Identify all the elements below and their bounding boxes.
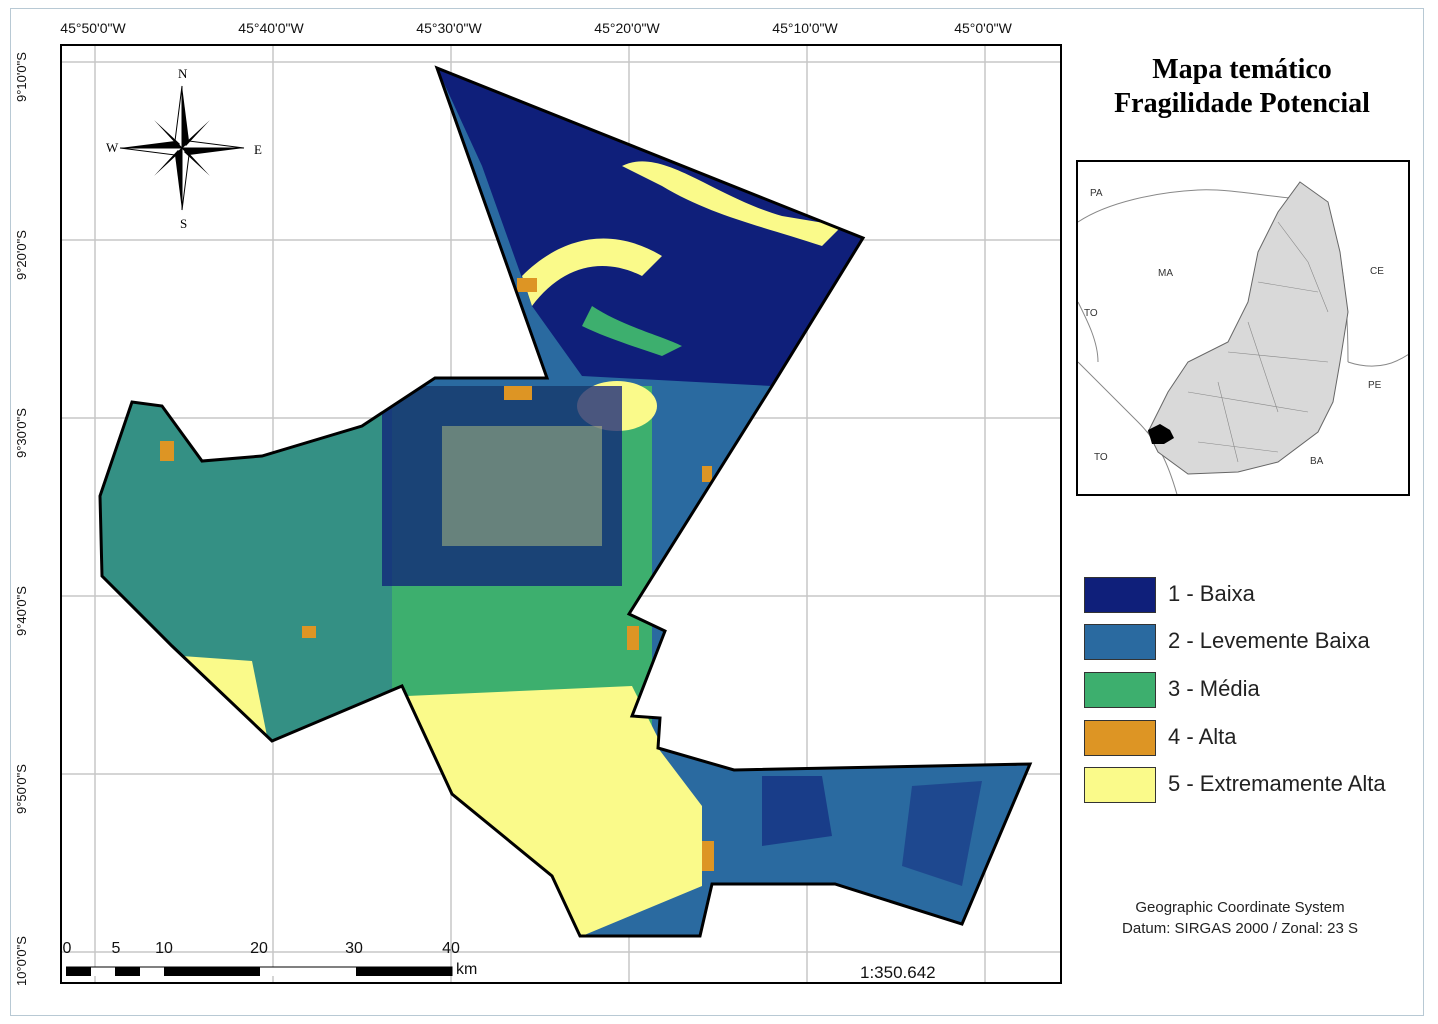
scale-number: 10 — [155, 940, 173, 957]
lat-label: 9°10'0"S — [14, 52, 29, 102]
legend-swatch — [1084, 720, 1156, 756]
legend-label: 5 - Extremamente Alta — [1168, 771, 1386, 796]
lat-label: 9°50'0"S — [14, 764, 29, 814]
lon-label: 45°50'0"W — [60, 20, 126, 36]
legend-swatch — [1084, 767, 1156, 803]
map-title-line2: Fragilidade Potencial — [1114, 88, 1370, 119]
scale-number: 0 — [62, 940, 72, 957]
scale-number: 5 — [111, 940, 121, 957]
inset-locator-map[interactable]: PA MA CE TO PE TO BA — [1076, 160, 1410, 496]
lat-label: 9°30'0"S — [14, 408, 29, 458]
scale-bar — [66, 966, 453, 976]
inset-label-ce: CE — [1370, 266, 1384, 277]
lat-label: 9°40'0"S — [14, 586, 29, 636]
inset-label-pa: PA — [1090, 188, 1103, 199]
scale-unit: km — [456, 961, 478, 978]
compass-s-label: S — [180, 216, 188, 231]
lat-label: 9°20'0"S — [14, 230, 29, 280]
scale-number: 30 — [345, 940, 363, 957]
legend-swatch — [1084, 672, 1156, 708]
legend-label: 3 - Média — [1168, 676, 1260, 701]
inset-label-ba: BA — [1310, 456, 1324, 467]
map-canvas[interactable]: N S E W — [60, 44, 1062, 984]
legend-swatch — [1084, 577, 1156, 613]
legend-swatch — [1084, 624, 1156, 660]
compass-n-label: N — [178, 66, 188, 81]
map-title-line1: Mapa temático — [1152, 54, 1332, 85]
lon-label: 45°20'0"W — [594, 20, 660, 36]
compass-e-label: E — [254, 142, 262, 157]
inset-label-ma: MA — [1158, 268, 1173, 279]
compass-rose-icon — [119, 85, 245, 211]
compass-w-label: W — [106, 140, 119, 155]
inset-label-to: TO — [1084, 308, 1098, 319]
scale-ratio: 1:350.642 — [860, 963, 936, 982]
lon-label: 45°30'0"W — [416, 20, 482, 36]
scale-number: 20 — [250, 940, 268, 957]
lon-label: 45°0'0"W — [954, 20, 1012, 36]
crs-line1: Geographic Coordinate System — [1135, 899, 1345, 916]
lon-label: 45°10'0"W — [772, 20, 838, 36]
legend-label: 2 - Levemente Baixa — [1168, 628, 1370, 653]
legend-label: 1 - Baixa — [1168, 581, 1255, 606]
lat-label: 10°0'0"S — [14, 936, 29, 986]
inset-label-pe: PE — [1368, 380, 1382, 391]
crs-line2: Datum: SIRGAS 2000 / Zonal: 23 S — [1122, 920, 1358, 937]
legend-label: 4 - Alta — [1168, 724, 1237, 749]
scale-number: 40 — [442, 940, 460, 957]
lon-label: 45°40'0"W — [238, 20, 304, 36]
inset-label-to: TO — [1094, 452, 1108, 463]
